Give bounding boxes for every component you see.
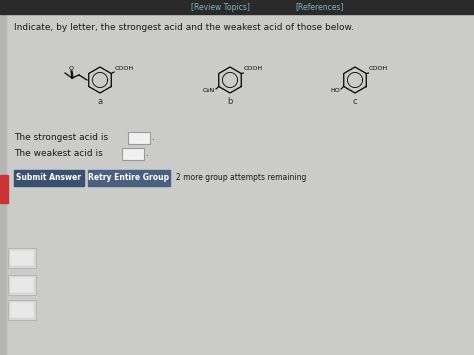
FancyBboxPatch shape — [122, 148, 144, 160]
FancyBboxPatch shape — [128, 132, 150, 144]
Bar — [14, 170, 84, 186]
Text: O: O — [69, 66, 74, 71]
Text: Retry Entire Group: Retry Entire Group — [89, 174, 170, 182]
Text: [Review Topics]: [Review Topics] — [191, 2, 249, 11]
Text: .: . — [151, 133, 154, 142]
Text: c: c — [353, 98, 357, 106]
Text: [References]: [References] — [296, 2, 344, 11]
Text: COOH: COOH — [244, 66, 263, 71]
Bar — [10, 277, 34, 293]
Text: HO: HO — [330, 87, 340, 93]
Bar — [0, 175, 8, 203]
Bar — [10, 250, 34, 266]
Text: a: a — [98, 98, 102, 106]
Text: b: b — [228, 98, 233, 106]
Bar — [8, 275, 36, 295]
Bar — [10, 302, 34, 318]
Bar — [8, 300, 36, 320]
Text: COOH: COOH — [115, 66, 134, 71]
Text: 2 more group attempts remaining: 2 more group attempts remaining — [176, 174, 306, 182]
Text: O₂N: O₂N — [203, 87, 215, 93]
Text: The strongest acid is: The strongest acid is — [14, 133, 108, 142]
Bar — [88, 170, 170, 186]
Bar — [0, 0, 474, 14]
Text: COOH: COOH — [369, 66, 388, 71]
Text: Indicate, by letter, the strongest acid and the weakest acid of those below.: Indicate, by letter, the strongest acid … — [14, 22, 354, 32]
Text: Submit Answer: Submit Answer — [17, 174, 82, 182]
Bar — [8, 248, 36, 268]
Bar — [0, 14, 6, 355]
Text: .: . — [145, 149, 147, 158]
Text: The weakest acid is: The weakest acid is — [14, 149, 103, 158]
